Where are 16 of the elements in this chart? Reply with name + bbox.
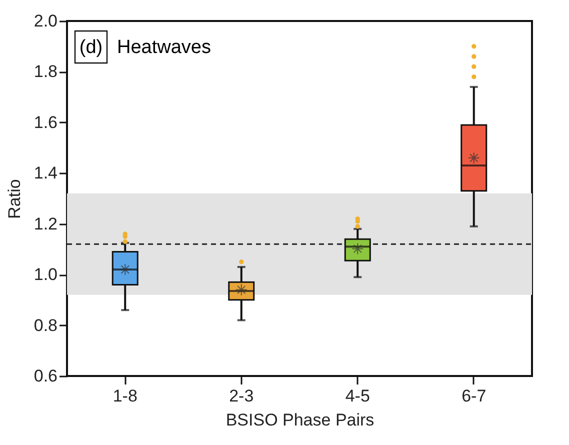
x-axis-title: BSISO Phase Pairs [226, 410, 374, 430]
y-tick-label: 1.0 [34, 265, 58, 284]
y-tick-label: 2.0 [34, 12, 58, 30]
x-tick-label: 4-5 [345, 386, 370, 406]
y-tick-label: 0.8 [34, 316, 58, 335]
y-tick-label: 1.4 [34, 164, 58, 183]
y-tick-label: 1.2 [34, 214, 58, 234]
x-tick-label: 2-3 [229, 386, 254, 406]
y-tick-label: 1.6 [34, 112, 58, 132]
x-tick-label: 6-7 [462, 386, 486, 406]
y-tick-label: 0.6 [34, 366, 58, 386]
annotation: (d) [79, 37, 103, 58]
y-axis-title: Ratio [4, 179, 24, 219]
y-tick-label: 1.8 [34, 62, 58, 82]
x-tick-label: 1-8 [112, 386, 138, 406]
annotation: Heatwaves [117, 37, 211, 58]
